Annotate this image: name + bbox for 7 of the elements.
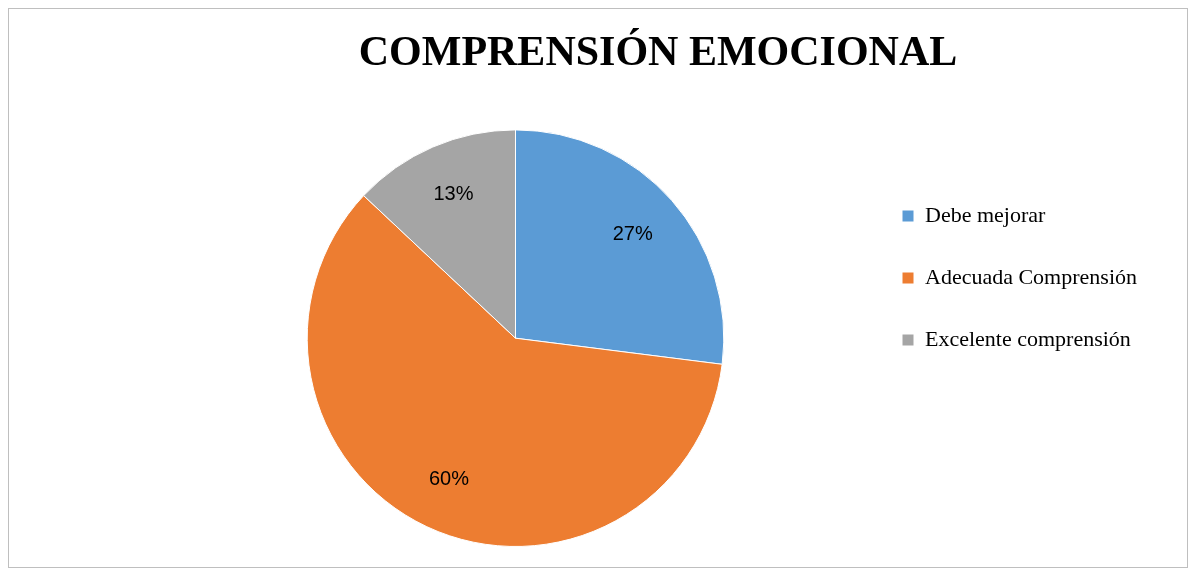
chart-title: COMPRENSIÓN EMOCIONAL [358,28,958,75]
legend-label: Excelente comprensión [925,325,1131,351]
data-label: 60% [428,467,470,490]
legend-label: Adecuada Comprensión [925,263,1137,289]
legend-label: Debe mejorar [925,201,1046,227]
data-label: 13% [433,182,474,205]
data-label: 27% [612,222,653,245]
